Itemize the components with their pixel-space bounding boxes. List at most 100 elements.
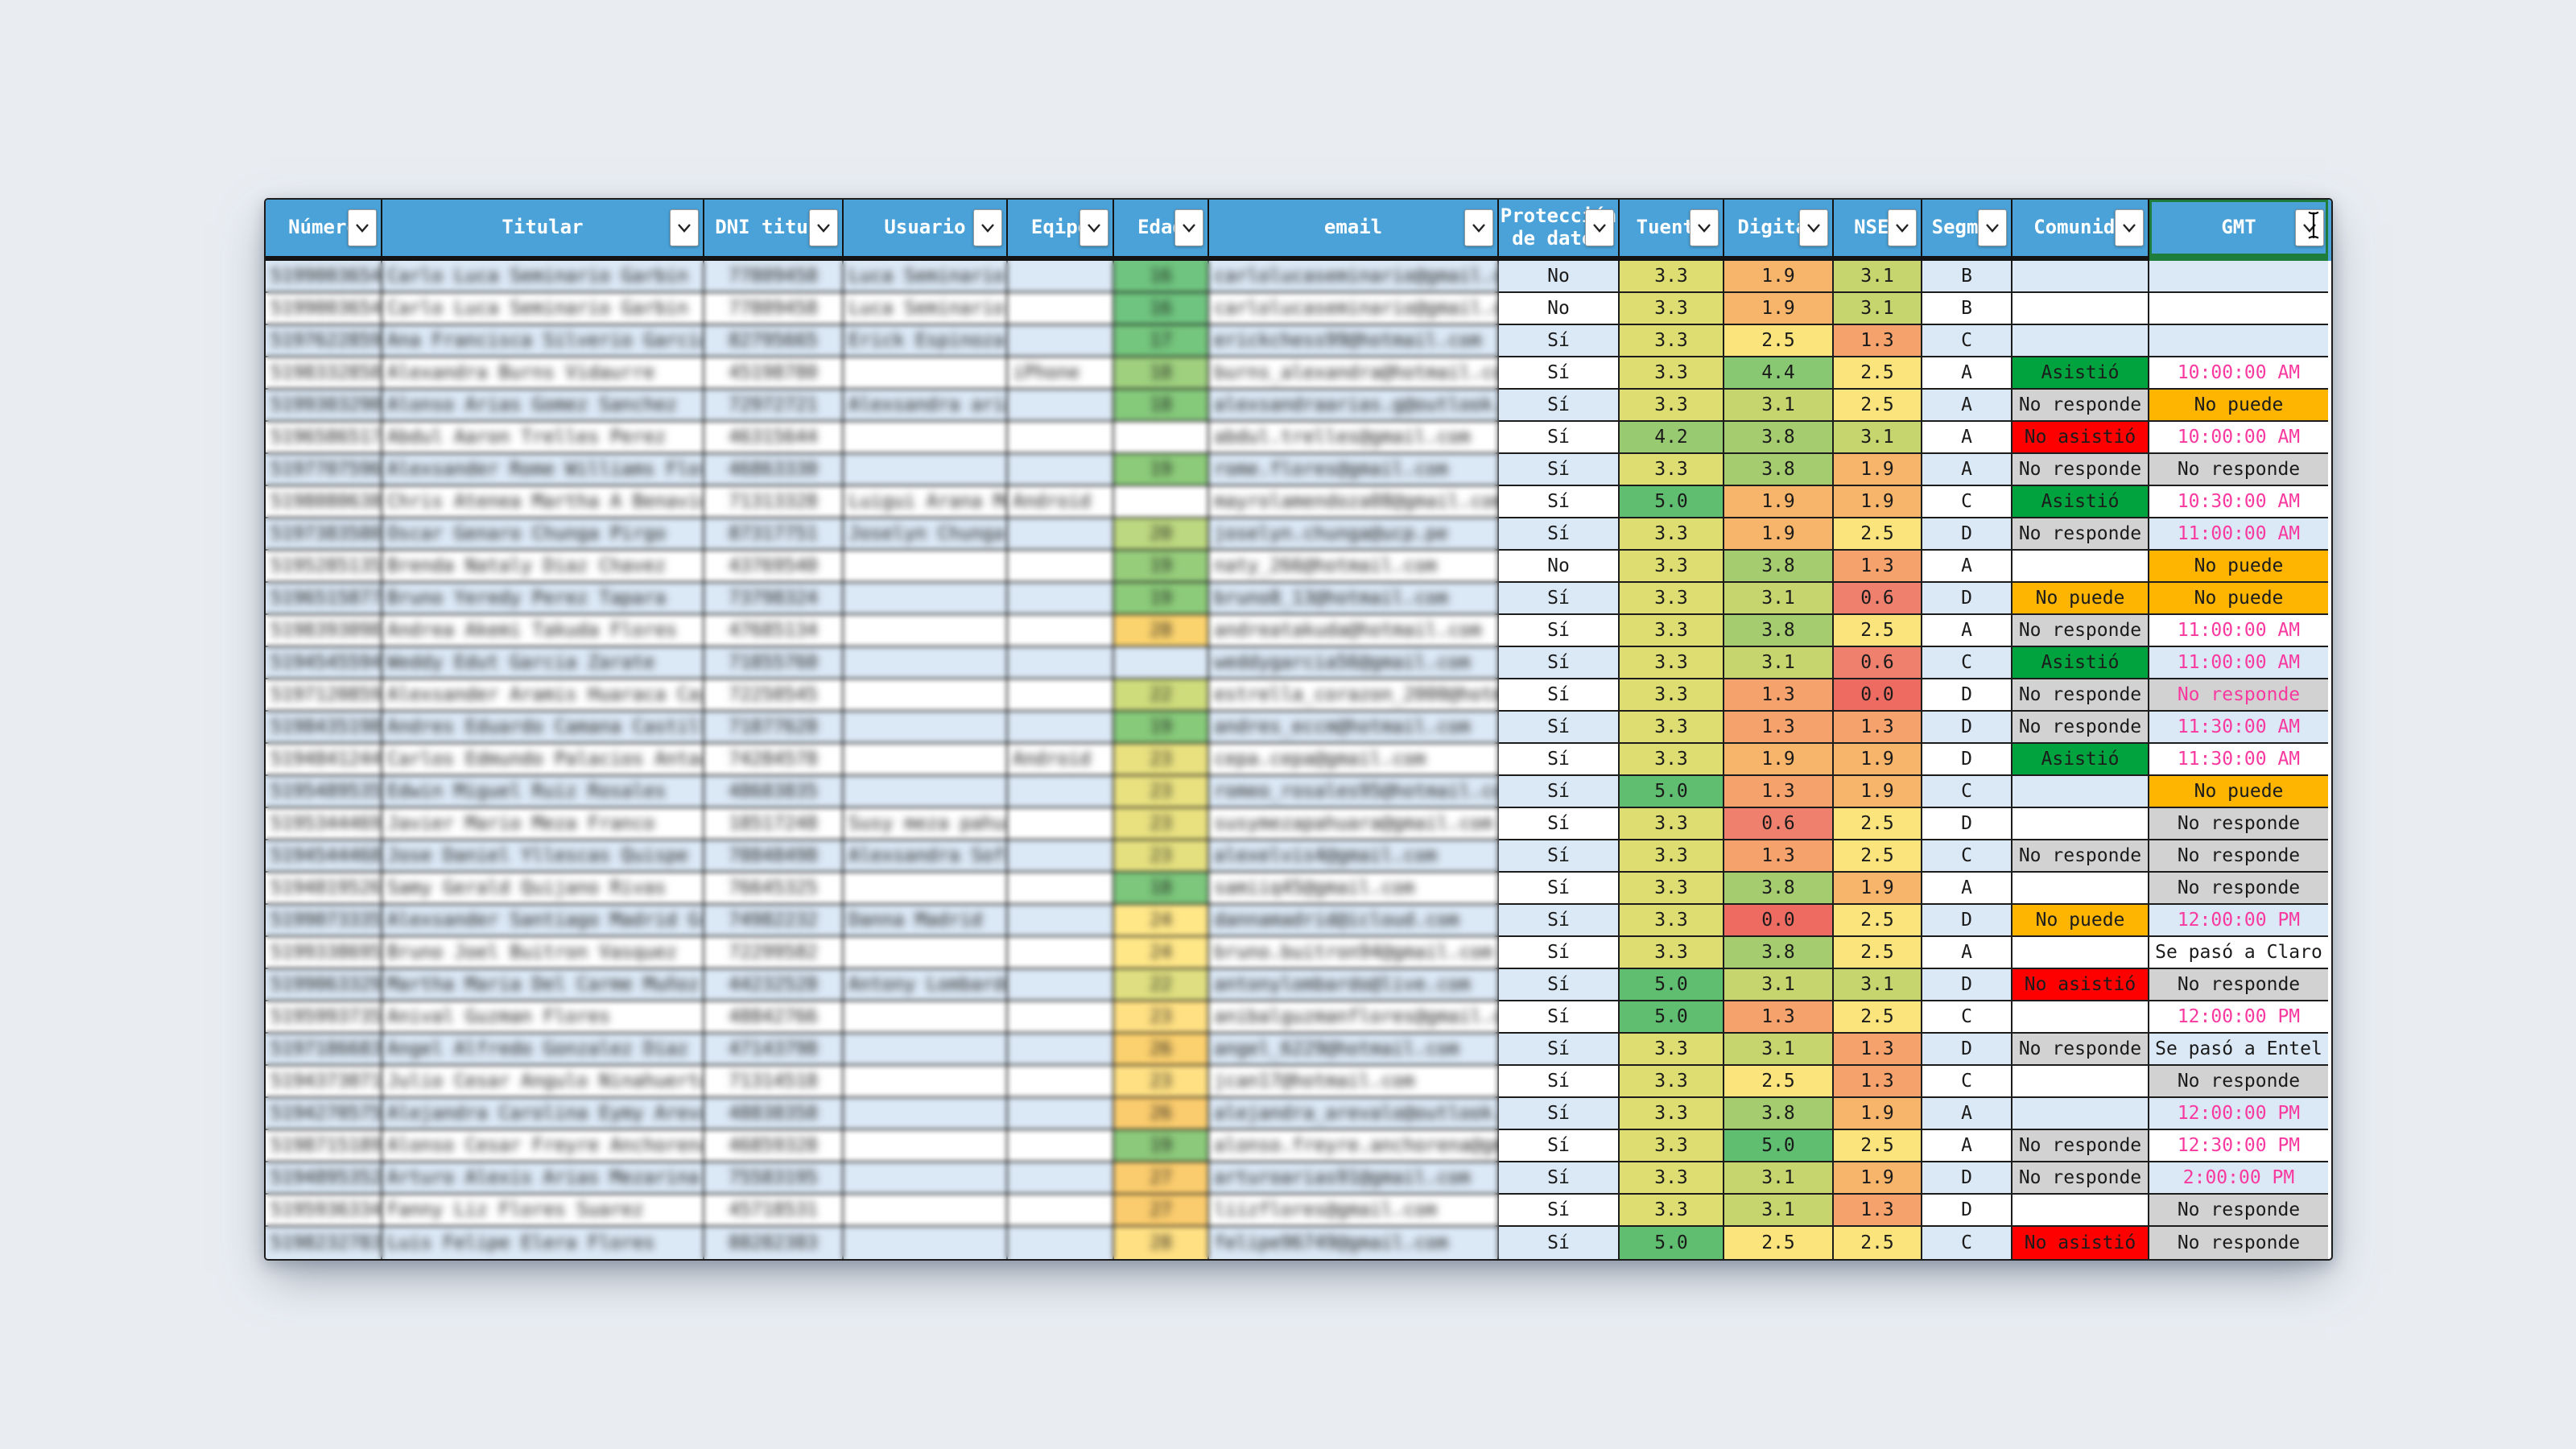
cell-titular[interactable]: Carlos Edmundo Palacios Antaurco bbox=[382, 744, 704, 776]
cell-comunidad[interactable] bbox=[2013, 1066, 2149, 1098]
cell-numero[interactable]: 51987151895 bbox=[266, 1130, 382, 1162]
cell-segmento[interactable]: D bbox=[1922, 1034, 2013, 1066]
cell-dni[interactable]: 46315644 bbox=[704, 422, 844, 454]
cell-numero[interactable]: 51942705756 bbox=[266, 1098, 382, 1130]
cell-proteccion[interactable]: Sí bbox=[1499, 744, 1620, 776]
cell-digital[interactable]: 5.0 bbox=[1724, 1130, 1834, 1162]
cell-titular[interactable]: Alexsander Aramis Huaraca Cayro bbox=[382, 679, 704, 712]
cell-usuario[interactable] bbox=[844, 583, 1008, 615]
cell-comunidad[interactable] bbox=[2013, 261, 2149, 293]
cell-segmento[interactable]: C bbox=[1922, 325, 2013, 357]
cell-digital[interactable]: 4.4 bbox=[1724, 357, 1834, 390]
cell-gmt[interactable]: 10:00:00 AM bbox=[2149, 357, 2328, 390]
cell-usuario[interactable] bbox=[844, 776, 1008, 808]
cell-segmento[interactable]: B bbox=[1922, 293, 2013, 325]
cell-nse4[interactable]: 1.3 bbox=[1834, 551, 1922, 583]
cell-edad[interactable]: 22 bbox=[1114, 969, 1209, 1001]
cell-proteccion[interactable]: Sí bbox=[1499, 776, 1620, 808]
column-header-edad[interactable]: Edad bbox=[1114, 200, 1209, 261]
cell-digital[interactable]: 3.1 bbox=[1724, 1162, 1834, 1195]
cell-email[interactable]: cepa.cepa@gmail.com bbox=[1209, 744, 1499, 776]
cell-proteccion[interactable]: Sí bbox=[1499, 679, 1620, 712]
cell-proteccion[interactable]: Sí bbox=[1499, 905, 1620, 937]
cell-dni[interactable]: 76645325 bbox=[704, 873, 844, 905]
cell-dni[interactable]: 72299582 bbox=[704, 937, 844, 969]
cell-digital[interactable]: 0.6 bbox=[1724, 808, 1834, 840]
cell-dni[interactable]: 73798324 bbox=[704, 583, 844, 615]
cell-numero[interactable]: 51965865171 bbox=[266, 422, 382, 454]
cell-titular[interactable]: Anival Guzman Flores bbox=[382, 1001, 704, 1034]
cell-segmento[interactable]: C bbox=[1922, 1001, 2013, 1034]
cell-gmt[interactable]: 2:00:00 PM bbox=[2149, 1162, 2328, 1195]
cell-nse4[interactable]: 2.5 bbox=[1834, 615, 1922, 647]
cell-numero[interactable]: 51983328585 bbox=[266, 357, 382, 390]
cell-comunidad[interactable] bbox=[2013, 873, 2149, 905]
cell-digital[interactable]: 0.0 bbox=[1724, 905, 1834, 937]
cell-proteccion[interactable]: Sí bbox=[1499, 325, 1620, 357]
cell-tuenti[interactable]: 3.3 bbox=[1620, 518, 1724, 551]
cell-gmt[interactable]: 10:30:00 AM bbox=[2149, 486, 2328, 518]
cell-titular[interactable]: Carlo Luca Seminario Garbin bbox=[382, 293, 704, 325]
cell-comunidad[interactable] bbox=[2013, 1195, 2149, 1227]
cell-eqipo[interactable] bbox=[1008, 840, 1114, 873]
column-header-numero[interactable]: Número bbox=[266, 200, 382, 261]
cell-dni[interactable]: 71313328 bbox=[704, 486, 844, 518]
cell-segmento[interactable]: A bbox=[1922, 937, 2013, 969]
cell-usuario[interactable] bbox=[844, 647, 1008, 679]
cell-numero[interactable]: 51948953528 bbox=[266, 1162, 382, 1195]
cell-segmento[interactable]: A bbox=[1922, 551, 2013, 583]
cell-nse4[interactable]: 3.1 bbox=[1834, 969, 1922, 1001]
cell-eqipo[interactable] bbox=[1008, 1098, 1114, 1130]
cell-gmt[interactable]: 10:00:00 AM bbox=[2149, 422, 2328, 454]
cell-proteccion[interactable]: Sí bbox=[1499, 357, 1620, 390]
cell-eqipo[interactable] bbox=[1008, 454, 1114, 486]
cell-titular[interactable]: Angel Alfredo Gonzalez Diaz bbox=[382, 1034, 704, 1066]
cell-dni[interactable]: 47685134 bbox=[704, 615, 844, 647]
cell-comunidad[interactable] bbox=[2013, 325, 2149, 357]
cell-tuenti[interactable]: 3.3 bbox=[1620, 357, 1724, 390]
cell-tuenti[interactable]: 3.3 bbox=[1620, 1162, 1724, 1195]
cell-edad[interactable]: 19 bbox=[1114, 712, 1209, 744]
cell-proteccion[interactable]: No bbox=[1499, 293, 1620, 325]
cell-dni[interactable]: 48683835 bbox=[704, 776, 844, 808]
cell-tuenti[interactable]: 3.3 bbox=[1620, 390, 1724, 422]
cell-dni[interactable]: 46859328 bbox=[704, 1130, 844, 1162]
cell-proteccion[interactable]: Sí bbox=[1499, 969, 1620, 1001]
cell-nse4[interactable]: 3.1 bbox=[1834, 261, 1922, 293]
filter-dropdown-gmt[interactable] bbox=[2295, 209, 2324, 246]
cell-usuario[interactable] bbox=[844, 1227, 1008, 1259]
cell-titular[interactable]: Weddy Edut Garcia Zarate bbox=[382, 647, 704, 679]
cell-digital[interactable]: 3.8 bbox=[1724, 615, 1834, 647]
cell-numero[interactable]: 51945455949 bbox=[266, 647, 382, 679]
cell-nse4[interactable]: 2.5 bbox=[1834, 840, 1922, 873]
cell-edad[interactable] bbox=[1114, 647, 1209, 679]
cell-edad[interactable]: 22 bbox=[1114, 679, 1209, 712]
filter-dropdown-segmento[interactable] bbox=[1978, 209, 2007, 246]
filter-dropdown-usuario[interactable] bbox=[973, 209, 1002, 246]
cell-edad[interactable] bbox=[1114, 422, 1209, 454]
cell-usuario[interactable] bbox=[844, 712, 1008, 744]
cell-numero[interactable]: 51965158771 bbox=[266, 583, 382, 615]
cell-proteccion[interactable]: Sí bbox=[1499, 1034, 1620, 1066]
cell-usuario[interactable]: Alexsandra arias bbox=[844, 390, 1008, 422]
cell-nse4[interactable]: 2.5 bbox=[1834, 1227, 1922, 1259]
cell-proteccion[interactable]: Sí bbox=[1499, 454, 1620, 486]
cell-comunidad[interactable] bbox=[2013, 551, 2149, 583]
cell-comunidad[interactable] bbox=[2013, 1098, 2149, 1130]
cell-digital[interactable]: 3.8 bbox=[1724, 1098, 1834, 1130]
cell-segmento[interactable]: A bbox=[1922, 1098, 2013, 1130]
cell-numero[interactable]: 51990036548 bbox=[266, 293, 382, 325]
cell-titular[interactable]: Bruno Yeredy Perez Tapara bbox=[382, 583, 704, 615]
cell-gmt[interactable]: No responde bbox=[2149, 969, 2328, 1001]
cell-gmt[interactable]: 11:30:00 AM bbox=[2149, 744, 2328, 776]
cell-usuario[interactable]: Erick Espinoza Silverio bbox=[844, 325, 1008, 357]
cell-segmento[interactable]: D bbox=[1922, 808, 2013, 840]
cell-numero[interactable]: 51971866839 bbox=[266, 1034, 382, 1066]
cell-titular[interactable]: Arturo Alexis Arias Mezarina bbox=[382, 1162, 704, 1195]
cell-tuenti[interactable]: 3.3 bbox=[1620, 261, 1724, 293]
cell-edad[interactable]: 18 bbox=[1114, 873, 1209, 905]
cell-dni[interactable]: 48842766 bbox=[704, 1001, 844, 1034]
cell-titular[interactable]: Alexsander Santiago Madrid Granados bbox=[382, 905, 704, 937]
cell-tuenti[interactable]: 3.3 bbox=[1620, 325, 1724, 357]
cell-numero[interactable]: 51973835801 bbox=[266, 518, 382, 551]
